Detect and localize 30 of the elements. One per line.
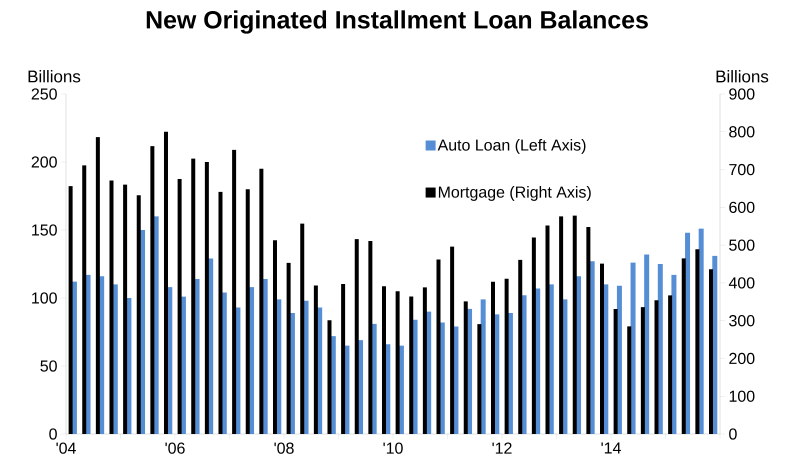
y2-tick-label: 500 xyxy=(729,239,754,251)
y2-tick-label: 300 xyxy=(729,315,754,326)
y-tick-label: 250 xyxy=(32,88,57,100)
x-tick-label: '04 xyxy=(56,442,76,454)
y-tick-label: 50 xyxy=(40,360,57,372)
legend-label: Auto Loan (Left Axis) xyxy=(438,138,586,154)
y-tick-label: 200 xyxy=(32,156,57,168)
bar xyxy=(164,132,168,434)
legend-label: Mortgage (Right Axis) xyxy=(438,186,591,201)
y-tick-label: 150 xyxy=(32,224,57,236)
y-tick-label: 0 xyxy=(49,428,57,440)
chart-title: New Originated Installment Loan Balances xyxy=(146,10,648,34)
y2-tick-label: 0 xyxy=(729,428,737,440)
x-tick-label: '10 xyxy=(383,442,403,454)
y2-axis-title: Billions xyxy=(716,70,768,82)
x-tick-label: '08 xyxy=(274,442,294,454)
y2-tick-label: 400 xyxy=(728,277,754,289)
y-tick-label: 100 xyxy=(32,292,57,304)
y2-tick-label: 900 xyxy=(729,88,754,100)
y2-tick-label: 800 xyxy=(729,126,754,138)
y2-tick-label: 600 xyxy=(729,202,754,213)
y2-tick-label: 700 xyxy=(729,164,754,176)
x-tick-label: '06 xyxy=(165,442,185,454)
x-tick-label: '14 xyxy=(601,442,621,454)
bar xyxy=(354,239,359,434)
x-tick-label: '12 xyxy=(492,442,512,454)
bar xyxy=(232,150,236,434)
y2-tick-label: 200 xyxy=(729,352,754,364)
y-axis-title: Billions xyxy=(28,70,80,82)
y2-tick-label: 100 xyxy=(730,390,754,402)
